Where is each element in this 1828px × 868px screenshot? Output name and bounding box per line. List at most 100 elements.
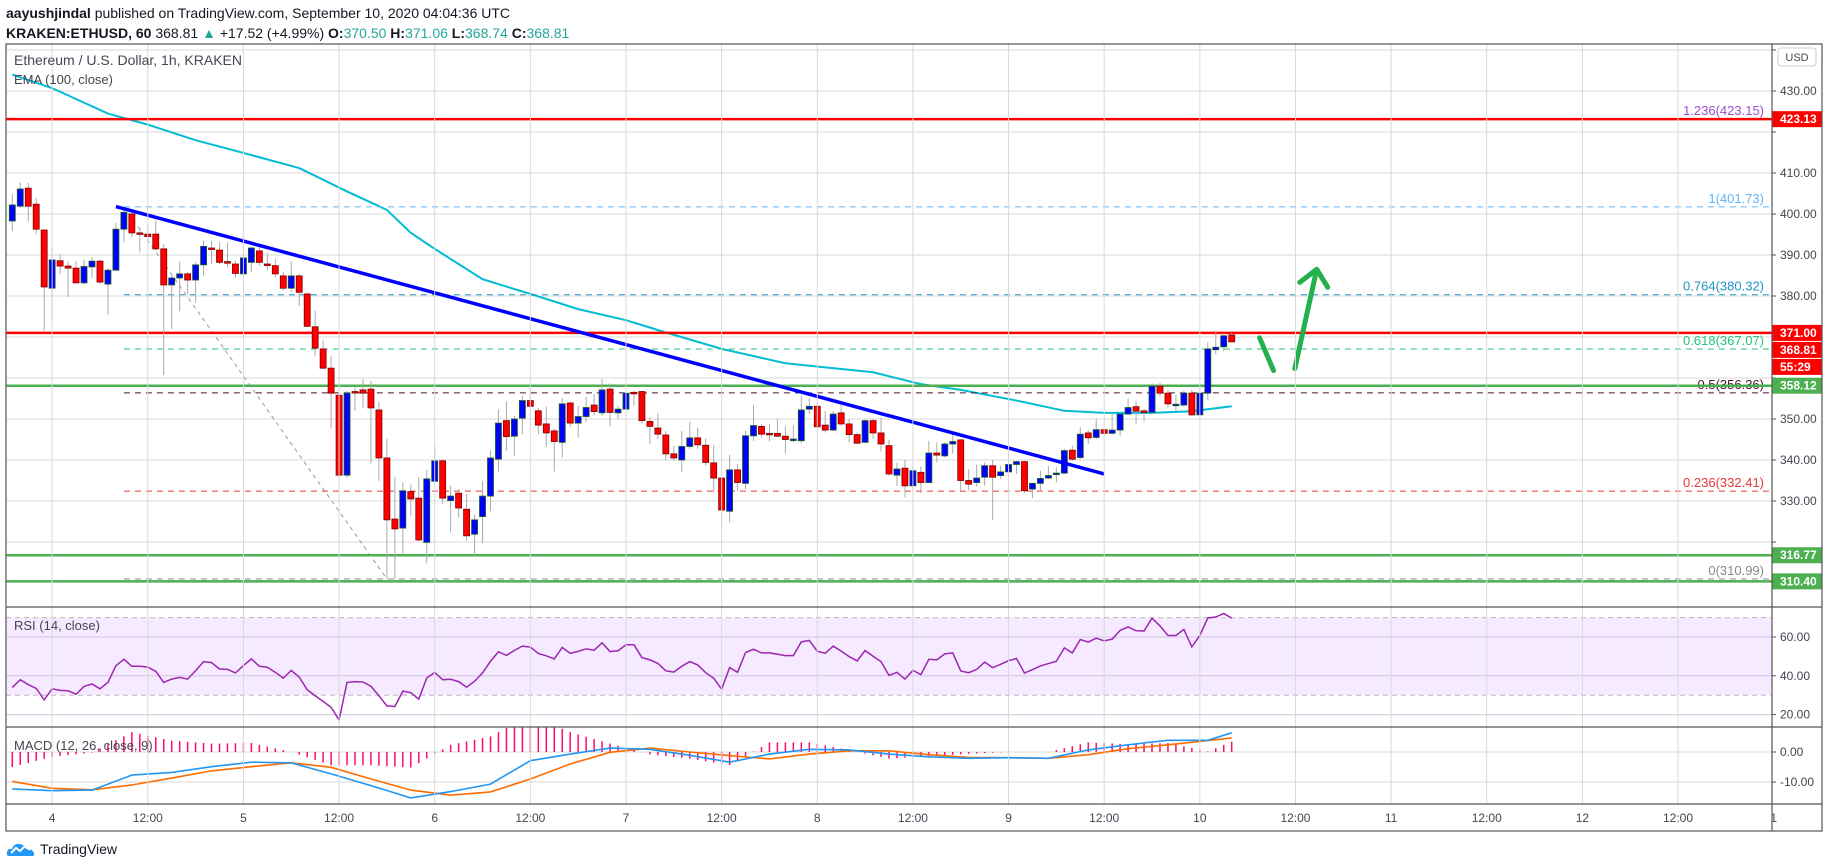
candle: [973, 464, 981, 487]
trendline: [115, 204, 1105, 476]
candle: [1092, 419, 1100, 440]
rsi-legend[interactable]: RSI (14, close): [14, 618, 100, 633]
last-price-label-bg: [1772, 341, 1822, 358]
level-price-label-bg: [1772, 111, 1822, 128]
candle: [1156, 382, 1164, 397]
candle: [80, 259, 88, 285]
candle: [750, 404, 757, 441]
macd-legend[interactable]: MACD (12, 26, close, 9): [14, 738, 153, 753]
candle-body: [1084, 432, 1092, 439]
candle-body: [614, 408, 622, 414]
x-tick-label: 12:00: [1089, 811, 1119, 825]
y-tick-label: 340.00: [1780, 453, 1817, 467]
candle: [1037, 470, 1044, 492]
last-price-label: 368.81: [1780, 343, 1817, 357]
candle: [24, 182, 32, 222]
candle-body: [255, 250, 263, 263]
candle-body: [1092, 429, 1100, 438]
candle-body: [518, 400, 526, 419]
x-tick-label: 7: [623, 811, 630, 825]
candle-body: [176, 273, 184, 279]
level-price-label-bg: [1772, 324, 1822, 341]
candle-body: [1228, 334, 1236, 343]
candle: [781, 426, 789, 454]
candle-body: [423, 478, 431, 543]
candle: [200, 240, 207, 276]
x-tick-label: 8: [814, 811, 821, 825]
candle-body: [399, 490, 407, 529]
x-tick-label: 9: [1005, 811, 1012, 825]
candle-body: [989, 465, 997, 478]
candle: [176, 261, 184, 312]
candle: [295, 273, 303, 306]
candle: [861, 419, 869, 444]
candle: [1204, 342, 1212, 401]
candle-body: [311, 326, 319, 349]
candle: [566, 401, 574, 428]
author-name[interactable]: aayushjindal: [6, 5, 91, 21]
candle: [168, 275, 176, 330]
candle: [120, 207, 128, 243]
candle-body: [917, 471, 925, 483]
candle: [1021, 460, 1028, 494]
candle: [160, 243, 168, 376]
candle: [247, 246, 255, 273]
candle: [957, 439, 965, 491]
x-tick-label: 5: [240, 811, 247, 825]
currency-button-label[interactable]: USD: [1785, 52, 1808, 64]
x-tick-label: 1: [1770, 811, 1777, 825]
candle-body: [758, 425, 765, 435]
candle-body: [8, 204, 16, 222]
candle-body: [1204, 348, 1212, 394]
candle-body: [136, 232, 144, 235]
candle: [64, 261, 72, 297]
candle: [1013, 460, 1020, 474]
ema-legend[interactable]: EMA (100, close): [14, 72, 113, 87]
symbol-quote: KRAKEN:ETHUSD, 60 368.81 ▲ +17.52 (+4.99…: [6, 25, 569, 41]
candle: [941, 442, 949, 458]
candle-body: [479, 495, 486, 517]
candle-body: [1124, 407, 1132, 415]
candle: [726, 454, 733, 523]
candle: [829, 411, 837, 431]
candle-body: [279, 275, 287, 289]
candle: [1052, 467, 1060, 483]
main-pane: 1.236(423.15) 1(401.73) 0.764(380.32) 0.618…: [6, 49, 1772, 583]
candle-body: [80, 266, 88, 284]
candle: [487, 450, 494, 512]
candle-body: [654, 427, 662, 435]
level-price-label-bg: [1772, 573, 1822, 590]
candle-body: [511, 418, 518, 437]
candle: [997, 465, 1004, 479]
candle: [574, 405, 582, 438]
candle: [518, 395, 526, 435]
candle-body: [1220, 335, 1228, 348]
candle: [128, 209, 136, 238]
candle: [224, 242, 231, 267]
candle: [423, 469, 431, 564]
tradingview-logo[interactable]: TradingView: [6, 840, 117, 858]
candle-body: [702, 444, 710, 463]
candle: [311, 310, 319, 356]
candle-body: [319, 348, 327, 369]
candle: [853, 432, 861, 445]
candle-body: [646, 421, 654, 427]
candle-body: [152, 233, 160, 250]
candle-body: [56, 260, 64, 267]
candle-body: [678, 446, 686, 461]
candle-body: [957, 439, 965, 481]
candle-body: [574, 416, 582, 424]
candle: [96, 259, 104, 285]
candle: [503, 401, 510, 451]
fib-level-label: 0.618(367.07): [1683, 333, 1764, 348]
candle-body: [1052, 472, 1060, 476]
candle-body: [941, 443, 949, 457]
candle: [463, 494, 470, 541]
candle: [136, 227, 144, 253]
candle: [638, 390, 646, 424]
candle-body: [247, 247, 255, 263]
candle: [901, 460, 909, 498]
candle-body: [88, 260, 96, 268]
candle-body: [797, 409, 805, 442]
